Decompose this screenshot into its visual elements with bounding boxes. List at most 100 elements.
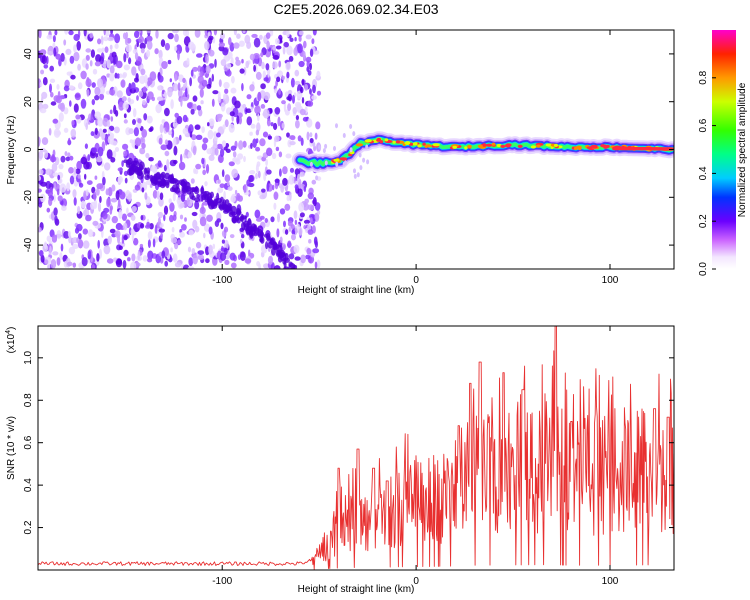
noise-blob [148,157,154,162]
noise-blob [58,112,64,122]
noise-blob [80,200,87,209]
noise-blob [171,128,175,138]
noise-blob [46,207,51,213]
noise-blob [104,136,108,146]
noise-blob [294,184,299,190]
noise-blob [182,77,186,83]
noise-blob [302,202,310,211]
noise-blob [123,113,127,119]
noise-blob [194,169,199,175]
noise-blob [197,250,205,256]
noise-blob [146,35,153,43]
noise-blob [309,88,312,95]
noise-blob [117,199,121,208]
noise-blob [130,228,135,235]
noise-blob [220,32,225,40]
noise-blob [97,78,103,88]
fleck [349,124,353,129]
noise-blob [223,247,228,255]
noise-blob [53,207,58,216]
noise-blob [287,220,293,227]
noise-blob [129,139,134,144]
noise-blob [254,105,261,115]
noise-blob [294,69,300,77]
noise-blob [224,119,229,128]
noise-blob [244,258,252,264]
noise-blob [273,191,279,200]
svg-text:(x104): (x104) [5,327,17,354]
trend-blob [150,177,158,186]
trend-blob [189,187,196,193]
colorbar-tick-label: 0.6 [698,118,709,132]
noise-blob [121,160,124,168]
noise-blob [123,222,128,231]
fleck [352,131,356,137]
noise-blob [145,179,152,186]
noise-blob [203,223,211,232]
noise-blob [312,84,316,94]
noise-blob [77,239,84,249]
noise-blob [176,115,183,125]
noise-blob [297,188,303,197]
noise-blob [221,239,225,244]
noise-blob [147,250,154,260]
noise-blob [65,156,71,162]
noise-blob [109,109,113,115]
noise-blob [94,175,98,180]
noise-blob [69,55,75,64]
noise-blob [131,232,135,242]
noise-blob [307,192,314,200]
fleck [365,144,369,150]
noise-blob [271,152,277,160]
noise-blob [149,184,153,188]
noise-blob [206,148,213,155]
noise-blob [109,89,116,96]
noise-blob [97,146,104,157]
noise-blob [54,215,58,224]
trend-blob [292,264,296,269]
noise-blob [187,151,192,159]
noise-blob [147,80,151,87]
noise-blob [99,93,105,101]
noise-blob [300,254,306,264]
noise-blob [118,209,123,219]
noise-blob [284,229,289,235]
noise-blob [124,36,128,46]
noise-blob [104,162,111,171]
noise-blob [263,77,269,82]
noise-blob [204,181,208,187]
noise-blob [42,243,49,253]
noise-blob [230,87,237,94]
noise-blob [208,226,213,235]
snr-multiplier-close: ) [6,327,17,330]
noise-blob [192,254,198,265]
noise-blob [205,164,210,174]
noise-blob [304,198,310,204]
noise-blob [40,193,46,203]
noise-blob [49,155,57,163]
noise-blob [73,33,80,42]
colorbar: 0.0 0.2 0.4 0.6 0.8 Normalized spectral ampl… [698,30,748,276]
noise-blob [45,180,52,190]
noise-blob [290,77,295,88]
noise-blob [231,168,239,178]
noise-blob [76,223,83,232]
noise-blob [252,138,257,148]
noise-blob [160,144,168,151]
noise-blob [109,65,115,74]
noise-blob [306,131,310,141]
noise-blob [91,82,96,88]
noise-blob [294,80,301,86]
noise-blob [172,253,178,263]
noise-blob [218,79,222,87]
noise-blob [66,71,72,76]
noise-blob [143,113,148,121]
noise-blob [293,210,298,220]
noise-blob [77,63,81,71]
noise-blob [243,66,247,76]
noise-blob [316,259,321,269]
noise-blob [223,81,230,89]
noise-blob [163,214,166,222]
noise-blob [146,30,151,34]
noise-blob [140,68,146,76]
